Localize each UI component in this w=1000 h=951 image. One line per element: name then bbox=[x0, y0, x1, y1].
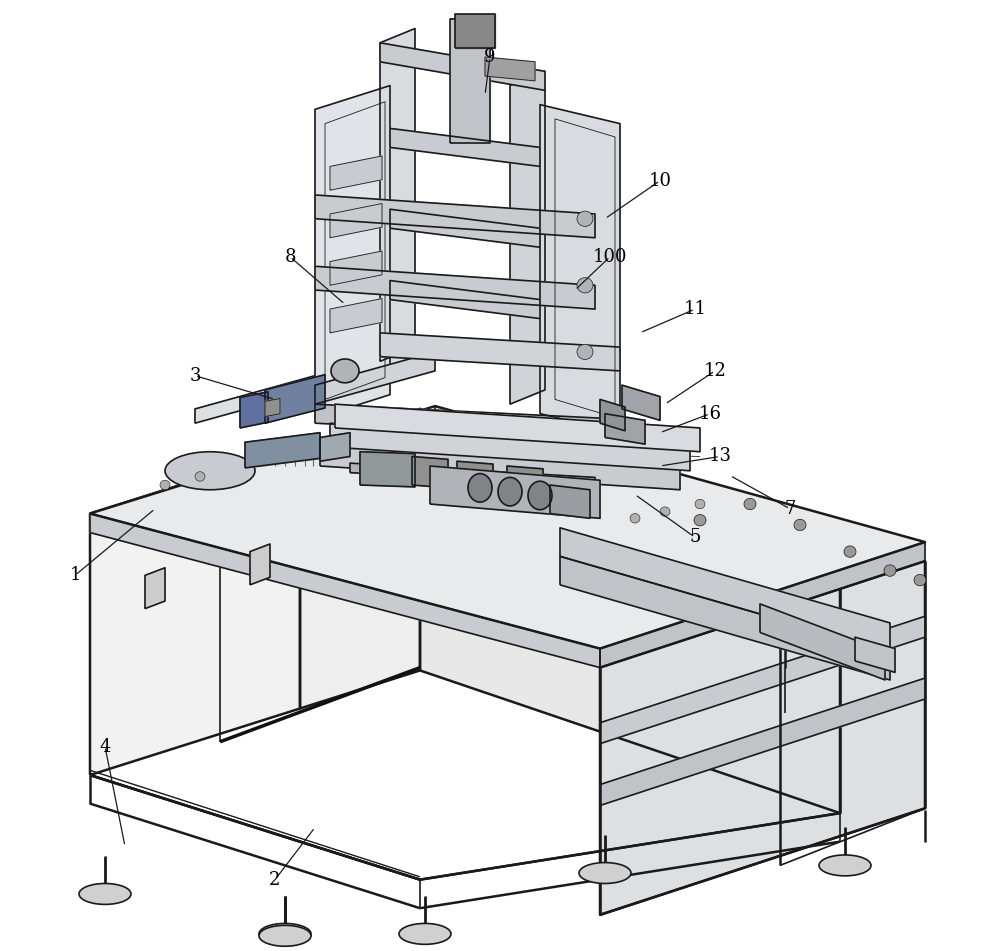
Polygon shape bbox=[195, 342, 435, 423]
Circle shape bbox=[195, 472, 205, 481]
Polygon shape bbox=[320, 442, 680, 490]
Text: 1: 1 bbox=[69, 567, 81, 584]
Polygon shape bbox=[350, 463, 595, 487]
Ellipse shape bbox=[259, 925, 311, 946]
Circle shape bbox=[914, 574, 926, 586]
Polygon shape bbox=[245, 433, 320, 468]
Text: 4: 4 bbox=[99, 738, 111, 755]
Polygon shape bbox=[600, 561, 925, 915]
Ellipse shape bbox=[579, 863, 631, 883]
Polygon shape bbox=[250, 544, 270, 585]
Polygon shape bbox=[605, 414, 645, 444]
Polygon shape bbox=[330, 251, 382, 285]
Polygon shape bbox=[760, 604, 885, 680]
Circle shape bbox=[577, 344, 593, 359]
Text: 7: 7 bbox=[784, 500, 796, 517]
Polygon shape bbox=[600, 542, 925, 668]
Polygon shape bbox=[320, 433, 350, 461]
Polygon shape bbox=[330, 156, 382, 190]
Polygon shape bbox=[430, 466, 600, 518]
Circle shape bbox=[630, 514, 640, 523]
Polygon shape bbox=[390, 128, 540, 166]
Circle shape bbox=[694, 514, 706, 526]
Text: 5: 5 bbox=[689, 529, 701, 546]
Ellipse shape bbox=[165, 452, 255, 490]
Polygon shape bbox=[420, 409, 840, 813]
Text: 8: 8 bbox=[284, 248, 296, 265]
Text: 12: 12 bbox=[704, 362, 726, 379]
Text: 10: 10 bbox=[648, 172, 672, 189]
Polygon shape bbox=[455, 14, 495, 48]
Polygon shape bbox=[600, 399, 625, 431]
Circle shape bbox=[660, 507, 670, 516]
Ellipse shape bbox=[528, 481, 552, 510]
Polygon shape bbox=[457, 461, 493, 493]
Polygon shape bbox=[315, 404, 645, 439]
Polygon shape bbox=[485, 57, 535, 81]
Text: 11: 11 bbox=[684, 301, 706, 318]
Ellipse shape bbox=[819, 855, 871, 876]
Polygon shape bbox=[330, 299, 382, 333]
Polygon shape bbox=[600, 678, 925, 805]
Circle shape bbox=[794, 519, 806, 531]
Circle shape bbox=[577, 211, 593, 226]
Polygon shape bbox=[510, 71, 545, 404]
Text: 100: 100 bbox=[593, 248, 627, 265]
Polygon shape bbox=[265, 375, 325, 423]
Polygon shape bbox=[507, 466, 543, 497]
Polygon shape bbox=[390, 209, 540, 247]
Polygon shape bbox=[315, 266, 595, 309]
Ellipse shape bbox=[331, 359, 359, 383]
Polygon shape bbox=[390, 281, 540, 319]
Polygon shape bbox=[560, 556, 890, 680]
Text: 13: 13 bbox=[708, 448, 732, 465]
Polygon shape bbox=[300, 409, 420, 708]
Polygon shape bbox=[90, 406, 925, 649]
Polygon shape bbox=[560, 528, 890, 651]
Polygon shape bbox=[145, 568, 165, 609]
Polygon shape bbox=[315, 195, 595, 238]
Text: 9: 9 bbox=[484, 49, 496, 66]
Circle shape bbox=[844, 546, 856, 557]
Text: 16: 16 bbox=[698, 405, 722, 422]
Polygon shape bbox=[315, 86, 390, 418]
Circle shape bbox=[160, 480, 170, 490]
Polygon shape bbox=[315, 352, 435, 404]
Polygon shape bbox=[90, 514, 600, 668]
Polygon shape bbox=[550, 485, 590, 518]
Polygon shape bbox=[335, 404, 700, 452]
Ellipse shape bbox=[399, 923, 451, 944]
Ellipse shape bbox=[259, 923, 311, 944]
Polygon shape bbox=[855, 637, 895, 672]
Circle shape bbox=[884, 565, 896, 576]
Circle shape bbox=[744, 498, 756, 510]
Polygon shape bbox=[600, 616, 925, 744]
Polygon shape bbox=[380, 29, 415, 361]
Polygon shape bbox=[380, 43, 545, 90]
Circle shape bbox=[695, 499, 705, 509]
Polygon shape bbox=[412, 456, 448, 488]
Polygon shape bbox=[90, 447, 300, 775]
Polygon shape bbox=[265, 398, 280, 417]
Ellipse shape bbox=[79, 883, 131, 904]
Polygon shape bbox=[240, 392, 268, 428]
Text: 3: 3 bbox=[189, 367, 201, 384]
Polygon shape bbox=[540, 105, 620, 433]
Ellipse shape bbox=[498, 477, 522, 506]
Circle shape bbox=[577, 278, 593, 293]
Polygon shape bbox=[330, 423, 690, 471]
Ellipse shape bbox=[468, 474, 492, 502]
Polygon shape bbox=[380, 333, 620, 371]
Text: 2: 2 bbox=[269, 871, 281, 888]
Polygon shape bbox=[450, 19, 490, 143]
Polygon shape bbox=[360, 452, 415, 487]
Polygon shape bbox=[622, 385, 660, 420]
Polygon shape bbox=[330, 204, 382, 238]
